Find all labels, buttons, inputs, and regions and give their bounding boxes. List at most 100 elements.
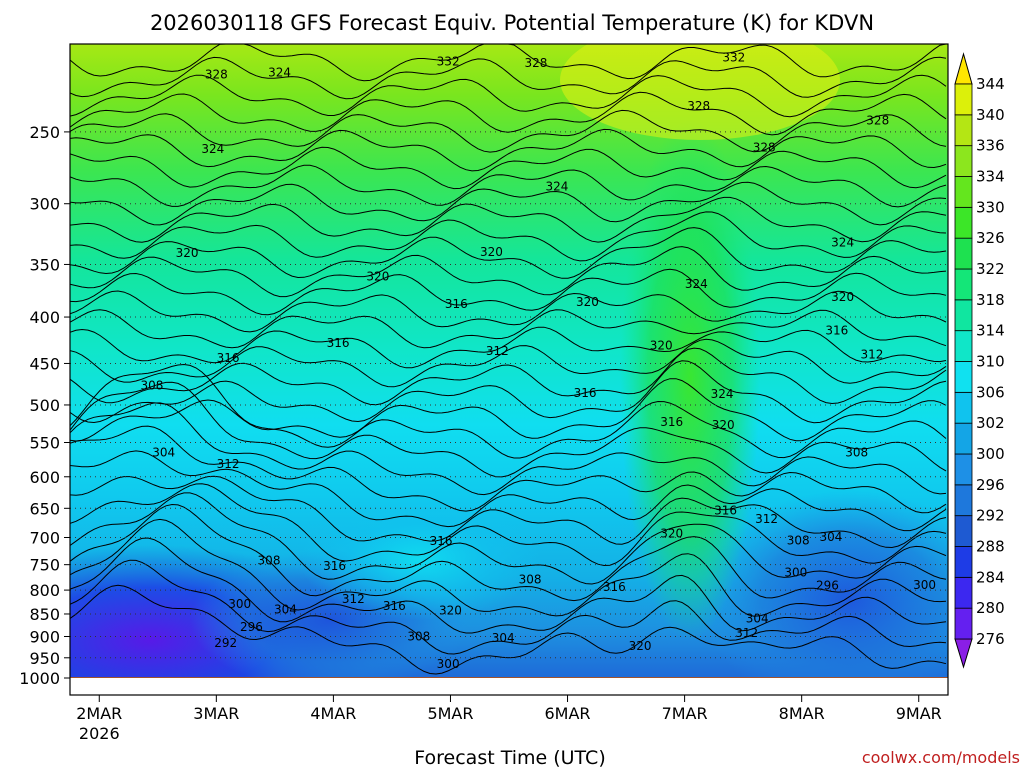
x-tick-label: 4MAR: [310, 704, 356, 723]
colorbar-tick-label: 334: [976, 168, 1005, 186]
contour-label: 304: [492, 631, 515, 645]
ground-terrain: [70, 677, 948, 678]
colorbar-top-arrow: [954, 52, 973, 85]
colorbar-tick-label: 336: [976, 137, 1005, 155]
y-tick-label: 1000: [19, 669, 60, 688]
colorbar-segment: [954, 361, 973, 393]
contour-line: [70, 338, 947, 388]
cold-pool-east: [700, 490, 948, 678]
colorbar-segment: [954, 83, 973, 116]
y-tick-label: 250: [29, 123, 60, 142]
contour-line: [70, 483, 947, 567]
contour-label: 316: [383, 599, 406, 613]
x-tick-sublabel: 2026: [79, 724, 120, 743]
colorbar-tick-label: 302: [976, 414, 1005, 432]
colorbar-tick-label: 296: [976, 476, 1005, 494]
contour-label: 320: [439, 604, 462, 618]
colorbar-segment: [954, 515, 973, 547]
contour-label: 324: [685, 277, 708, 291]
colorbar-segment: [954, 299, 973, 332]
contour-label: 304: [152, 445, 175, 459]
y-tick-label: 900: [29, 627, 60, 646]
colorbar-tick-label: 280: [976, 599, 1005, 617]
colorbar: 276 280 284 288 292 296 300 302 306 310 314 318 322 3…: [954, 52, 1005, 669]
contour-line: [70, 74, 947, 118]
colorbar-tick-label: 310: [976, 353, 1005, 371]
contour-label: 328: [753, 140, 776, 154]
contour-label: 316: [445, 297, 468, 311]
contour-line: [70, 196, 947, 243]
contour-label: 320: [576, 295, 599, 309]
colorbar-segment: [954, 484, 973, 517]
contour-label: 308: [258, 553, 281, 567]
colorbar-segment: [954, 576, 973, 609]
contour-line: [70, 109, 947, 153]
contour-label: 320: [712, 418, 735, 432]
contour-label: 316: [660, 415, 683, 429]
y-tick-label: 500: [29, 396, 60, 415]
contour-label: 304: [819, 530, 842, 544]
colorbar-segment: [954, 422, 973, 455]
chart-title: 2026030118 GFS Forecast Equiv. Potential…: [150, 11, 874, 35]
contour-label: 300: [913, 578, 936, 592]
colorbar-tick-label: 276: [976, 630, 1005, 648]
contour-label: 308: [845, 445, 868, 459]
contour-labels: 332 332 328 328 328 328 328 324 324 324 324 324 324 3…: [140, 51, 936, 671]
contour-label: 296: [816, 579, 839, 593]
colorbar-segment: [954, 546, 973, 578]
y-tick-label: 750: [29, 556, 60, 575]
contour-label: 312: [486, 344, 509, 358]
colorbar-segment: [954, 237, 973, 270]
contour-line: [70, 584, 947, 675]
contour-label: 320: [480, 245, 503, 259]
contour-label: 316: [714, 504, 737, 518]
y-tick-label: 400: [29, 308, 60, 327]
y-tick-label: 650: [29, 499, 60, 518]
colorbar-segment: [954, 453, 973, 486]
y-tick-label: 950: [29, 649, 60, 668]
contour-line: [70, 91, 947, 136]
colorbar-segment: [954, 268, 973, 301]
contour-label: 312: [735, 626, 758, 640]
colorbar-tick-label: 314: [976, 322, 1005, 340]
colorbar-tick-label: 344: [976, 75, 1005, 93]
contour-label: 328: [524, 56, 547, 70]
contour-line: [70, 290, 947, 333]
contour-line: [70, 492, 947, 585]
contour-line: [70, 326, 947, 369]
contour-label: 320: [366, 270, 389, 284]
colorbar-segment: [954, 176, 973, 208]
contour-label: 312: [755, 512, 778, 526]
colorbar-tick-label: 322: [976, 260, 1005, 278]
y-axis: 250 300 350 400 450 500 550 600 650 700 750 800 850 9…: [19, 123, 70, 688]
contour-line: [70, 309, 947, 349]
colorbar-tick-label: 306: [976, 383, 1005, 401]
colorbar-tick-label: 292: [976, 507, 1005, 525]
contour-line: [70, 402, 947, 496]
x-axis-label: Forecast Time (UTC): [414, 747, 605, 768]
contour-label: 308: [140, 379, 163, 393]
contour-label: 320: [660, 527, 683, 541]
contour-label: 312: [342, 592, 365, 606]
contour-line: [70, 44, 947, 82]
contour-line: [70, 450, 947, 532]
colorbar-tick-label: 340: [976, 106, 1005, 124]
contour-line: [70, 347, 947, 406]
contour-lines: [70, 44, 947, 675]
contour-label: 320: [831, 290, 854, 304]
contour-label: 316: [323, 559, 346, 573]
contour-line: [70, 381, 947, 478]
y-tick-label: 300: [29, 195, 60, 214]
x-tick-label: 2MAR: [76, 704, 122, 723]
contour-label: 316: [327, 336, 350, 350]
contour-line: [70, 425, 947, 514]
contour-line: [70, 360, 947, 424]
contour-label: 316: [430, 534, 453, 548]
contour-label: 320: [650, 339, 673, 353]
contour-line: [70, 503, 947, 602]
contour-line: [70, 363, 947, 459]
colorbar-segment: [954, 391, 973, 424]
y-tick-label: 550: [29, 433, 60, 452]
contour-label: 316: [574, 386, 597, 400]
x-tick-label: 8MAR: [779, 704, 825, 723]
